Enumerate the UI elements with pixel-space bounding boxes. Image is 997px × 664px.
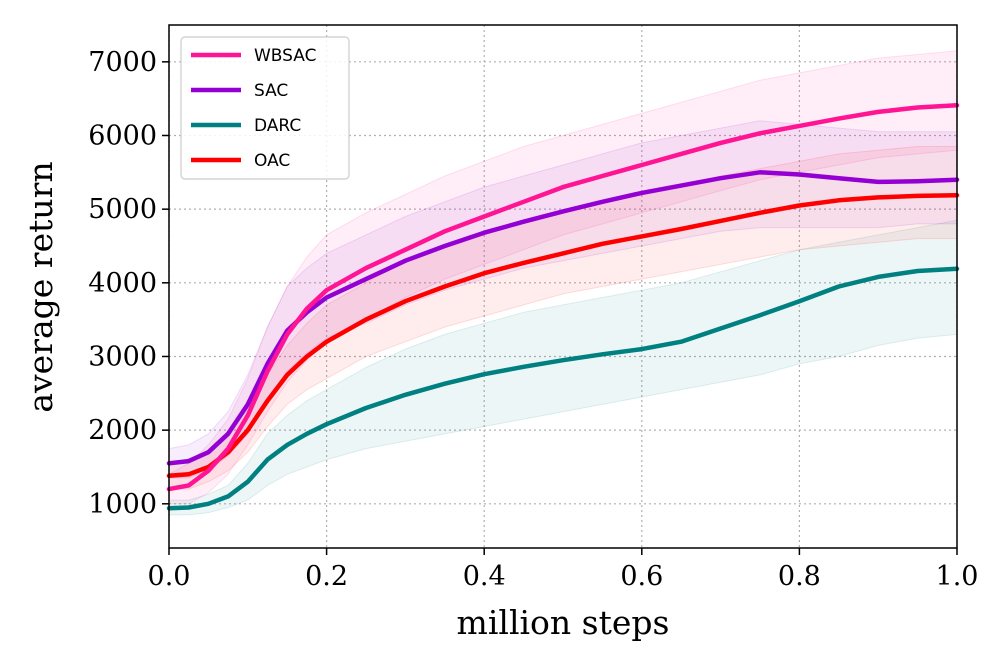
y-tick-label: 1000 bbox=[88, 489, 157, 520]
legend-label-darc: DARC bbox=[254, 116, 301, 136]
y-tick-label: 5000 bbox=[88, 194, 157, 225]
line-sac bbox=[166, 170, 960, 466]
x-axis-title: million steps bbox=[457, 603, 670, 642]
y-tick-label: 6000 bbox=[88, 120, 157, 151]
legend-label-oac: OAC bbox=[254, 151, 290, 171]
line-darc bbox=[166, 266, 960, 511]
x-tick-label: 0.0 bbox=[148, 561, 191, 592]
y-tick-label: 7000 bbox=[88, 47, 157, 78]
series-lines bbox=[166, 103, 960, 511]
y-axis-title: average return bbox=[21, 161, 60, 412]
tick-labels: 0.0 0.2 0.4 0.6 0.8 1.0 1000 2000 3000 4000 5000 60… bbox=[88, 47, 978, 592]
x-tick-label: 0.6 bbox=[620, 561, 663, 592]
line-oac bbox=[166, 192, 960, 479]
axes bbox=[162, 24, 958, 555]
x-tick-label: 0.2 bbox=[305, 561, 348, 592]
y-tick-label: 4000 bbox=[88, 268, 157, 299]
legend-box bbox=[180, 36, 350, 180]
legend: WBSAC SAC DARC OAC bbox=[180, 36, 350, 180]
x-tick-label: 1.0 bbox=[936, 561, 979, 592]
x-tick-label: 0.4 bbox=[463, 561, 506, 592]
legend-label-sac: SAC bbox=[254, 81, 288, 101]
y-tick-label: 2000 bbox=[88, 415, 157, 446]
line-wbsac bbox=[166, 103, 960, 492]
x-tick-label: 0.8 bbox=[778, 561, 821, 592]
plot-frame bbox=[168, 24, 958, 549]
legend-label-wbsac: WBSAC bbox=[254, 46, 316, 66]
y-tick-label: 3000 bbox=[88, 341, 157, 372]
